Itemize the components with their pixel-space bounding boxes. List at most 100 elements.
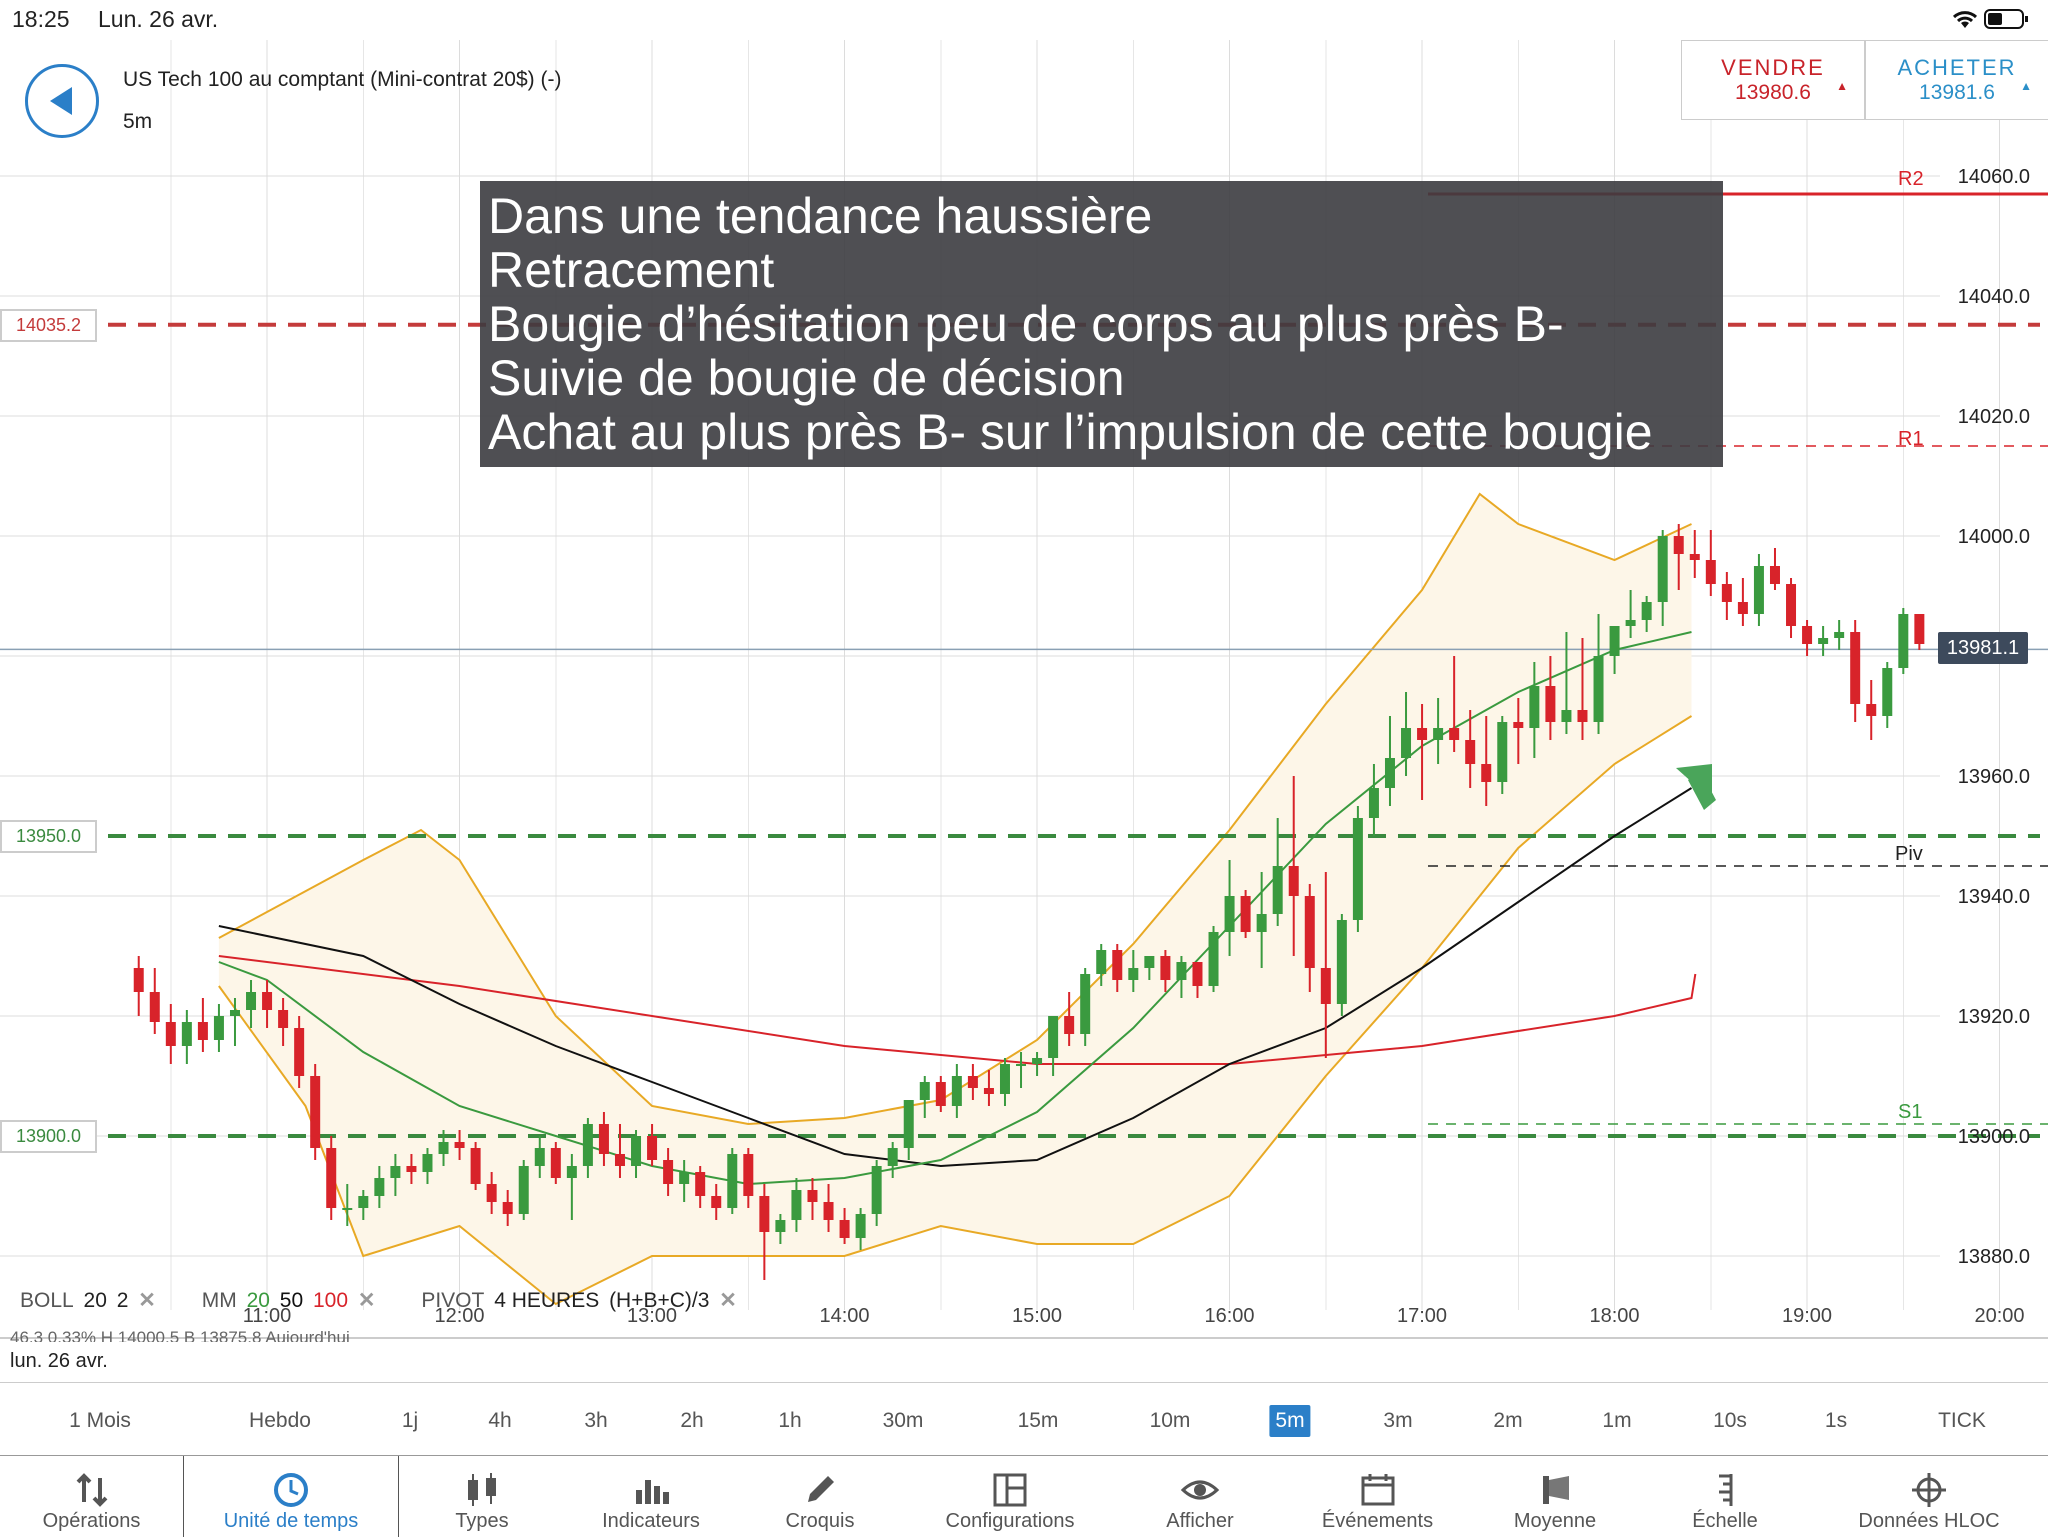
pivot-indicator-label: PIVOT	[421, 1289, 485, 1312]
mm50-line	[218, 787, 1693, 1168]
boll-period: 20	[83, 1289, 107, 1312]
level-label-top[interactable]: 14035.2	[0, 309, 98, 342]
toolbar-label: Échelle	[1692, 1510, 1758, 1532]
toolbar-label: Croquis	[785, 1510, 855, 1532]
toolbar-bars-button[interactable]: Indicateurs	[567, 1456, 735, 1537]
back-button[interactable]	[25, 64, 99, 138]
buy-price: 13981.6	[1919, 81, 1995, 104]
candle-body	[1465, 740, 1476, 764]
candle-body	[1513, 722, 1524, 728]
candle-body	[695, 1172, 706, 1196]
candle-body	[1449, 728, 1460, 740]
timeframe-tick[interactable]: TICK	[1938, 1409, 1986, 1432]
toolbar-scale-button[interactable]: Échelle	[1640, 1456, 1810, 1537]
candle-body	[1128, 968, 1139, 980]
candle-body	[1705, 560, 1716, 584]
wifi-icon	[1950, 8, 1980, 35]
candle-body	[1064, 1016, 1075, 1034]
timeframe-2h[interactable]: 2h	[680, 1409, 704, 1432]
timeframe-hebdo[interactable]: Hebdo	[249, 1409, 311, 1432]
candle-body	[1048, 1016, 1059, 1058]
candle-body	[438, 1142, 449, 1154]
timeframe-10m[interactable]: 10m	[1149, 1409, 1191, 1432]
status-date: Lun. 26 avr.	[98, 6, 219, 32]
candle-body	[566, 1166, 577, 1178]
candle-body	[534, 1148, 545, 1166]
timeframe-15m[interactable]: 15m	[1017, 1409, 1059, 1432]
timeframe-1j[interactable]: 1j	[401, 1409, 419, 1432]
candle-body	[598, 1124, 609, 1154]
timeframe-3h[interactable]: 3h	[584, 1409, 608, 1432]
toolbar-layout-button[interactable]: Configurations	[905, 1456, 1115, 1537]
bottom-toolbar: Opérations Unité de temps Types Indicateurs…	[0, 1455, 2048, 1537]
sell-button[interactable]: VENDRE 13980.6 ▲	[1681, 40, 1865, 120]
flag-icon	[1470, 1470, 1640, 1510]
candle-body	[999, 1064, 1010, 1094]
toolbar-calendar-button[interactable]: Événements	[1285, 1456, 1470, 1537]
candle-body	[165, 1022, 176, 1046]
mm50-value: 50	[279, 1289, 304, 1312]
candle-body	[1850, 632, 1861, 704]
toolbar-crosshair-button[interactable]: Données HLOC	[1810, 1456, 2048, 1537]
candle-body	[1641, 602, 1652, 620]
candle-body	[486, 1184, 497, 1202]
up-arrow-icon: ▲	[2020, 79, 2032, 93]
remove-boll-icon[interactable]: ✕	[138, 1289, 156, 1312]
timeframe-5m[interactable]: 5m	[1269, 1405, 1311, 1437]
y-axis: 14060.0 14040.0 14020.0 14000.0 13960.0 13940…	[1958, 166, 2030, 1268]
toolbar-label: Moyenne	[1513, 1510, 1597, 1532]
price-chart[interactable]: 11:00 12:00 13:00 14:00 15:00 16:00 17:00 18:00…	[0, 40, 2048, 1380]
mm20-value: 20	[246, 1289, 270, 1312]
remove-pivot-icon[interactable]: ✕	[719, 1289, 737, 1312]
toolbar-pencil-button[interactable]: Croquis	[735, 1456, 905, 1537]
candle-body	[1016, 1064, 1027, 1066]
y-tick-label: 13960.0	[1958, 766, 2030, 788]
candle-body	[422, 1154, 433, 1172]
candle-body	[1240, 896, 1251, 932]
candle-body	[823, 1202, 834, 1220]
candle-body	[358, 1196, 369, 1208]
toolbar-label: Indicateurs	[602, 1510, 700, 1532]
candle-body	[374, 1178, 385, 1196]
candle-body	[983, 1088, 994, 1094]
x-tick-label: 17:00	[1397, 1305, 1447, 1327]
toolbar-label: Données HLOC	[1858, 1510, 2000, 1532]
timeframe-2m[interactable]: 2m	[1493, 1409, 1523, 1432]
candle-body	[839, 1220, 850, 1238]
candle-body	[470, 1148, 481, 1184]
y-tick-label: 14000.0	[1958, 526, 2030, 548]
timeframe-30m[interactable]: 30m	[882, 1409, 924, 1432]
candle-body	[1497, 722, 1508, 782]
toolbar-arrows-button[interactable]: Opérations	[0, 1456, 183, 1537]
candle-body	[1818, 638, 1829, 644]
candle-body	[727, 1154, 738, 1208]
toolbar-clock-button[interactable]: Unité de temps	[183, 1456, 399, 1537]
candle-body	[887, 1148, 898, 1166]
toolbar-flag-button[interactable]: Moyenne	[1470, 1456, 1640, 1537]
candle-body	[518, 1166, 529, 1214]
level-label-low[interactable]: 13900.0	[0, 1120, 98, 1153]
timeframe-10s[interactable]: 10s	[1713, 1409, 1747, 1432]
timeframe-1s[interactable]: 1s	[1824, 1409, 1848, 1432]
candle-body	[326, 1148, 337, 1208]
candle-body	[1561, 710, 1572, 722]
timeframe-4h[interactable]: 4h	[488, 1409, 512, 1432]
toolbar-eye-button[interactable]: Afficher	[1115, 1456, 1285, 1537]
timeframe-3m[interactable]: 3m	[1383, 1409, 1413, 1432]
level-label-mid[interactable]: 13950.0	[0, 820, 98, 853]
candle-body	[1176, 962, 1187, 980]
timeframe-1-mois[interactable]: 1 Mois	[69, 1409, 131, 1432]
mm-label: MM	[201, 1289, 237, 1312]
toolbar-candles-button[interactable]: Types	[397, 1456, 567, 1537]
x-tick-label: 14:00	[819, 1305, 869, 1327]
timeframe-1m[interactable]: 1m	[1602, 1409, 1632, 1432]
candle-body	[342, 1208, 353, 1210]
candle-body	[197, 1022, 208, 1040]
back-arrow-icon	[50, 87, 72, 115]
candle-body	[1673, 536, 1684, 554]
buy-button[interactable]: ACHETER 13981.6 ▲	[1865, 40, 2048, 120]
remove-mm-icon[interactable]: ✕	[357, 1289, 376, 1312]
candle-body	[855, 1214, 866, 1238]
timeframe-1h[interactable]: 1h	[778, 1409, 802, 1432]
boll-dev: 2	[116, 1289, 129, 1312]
